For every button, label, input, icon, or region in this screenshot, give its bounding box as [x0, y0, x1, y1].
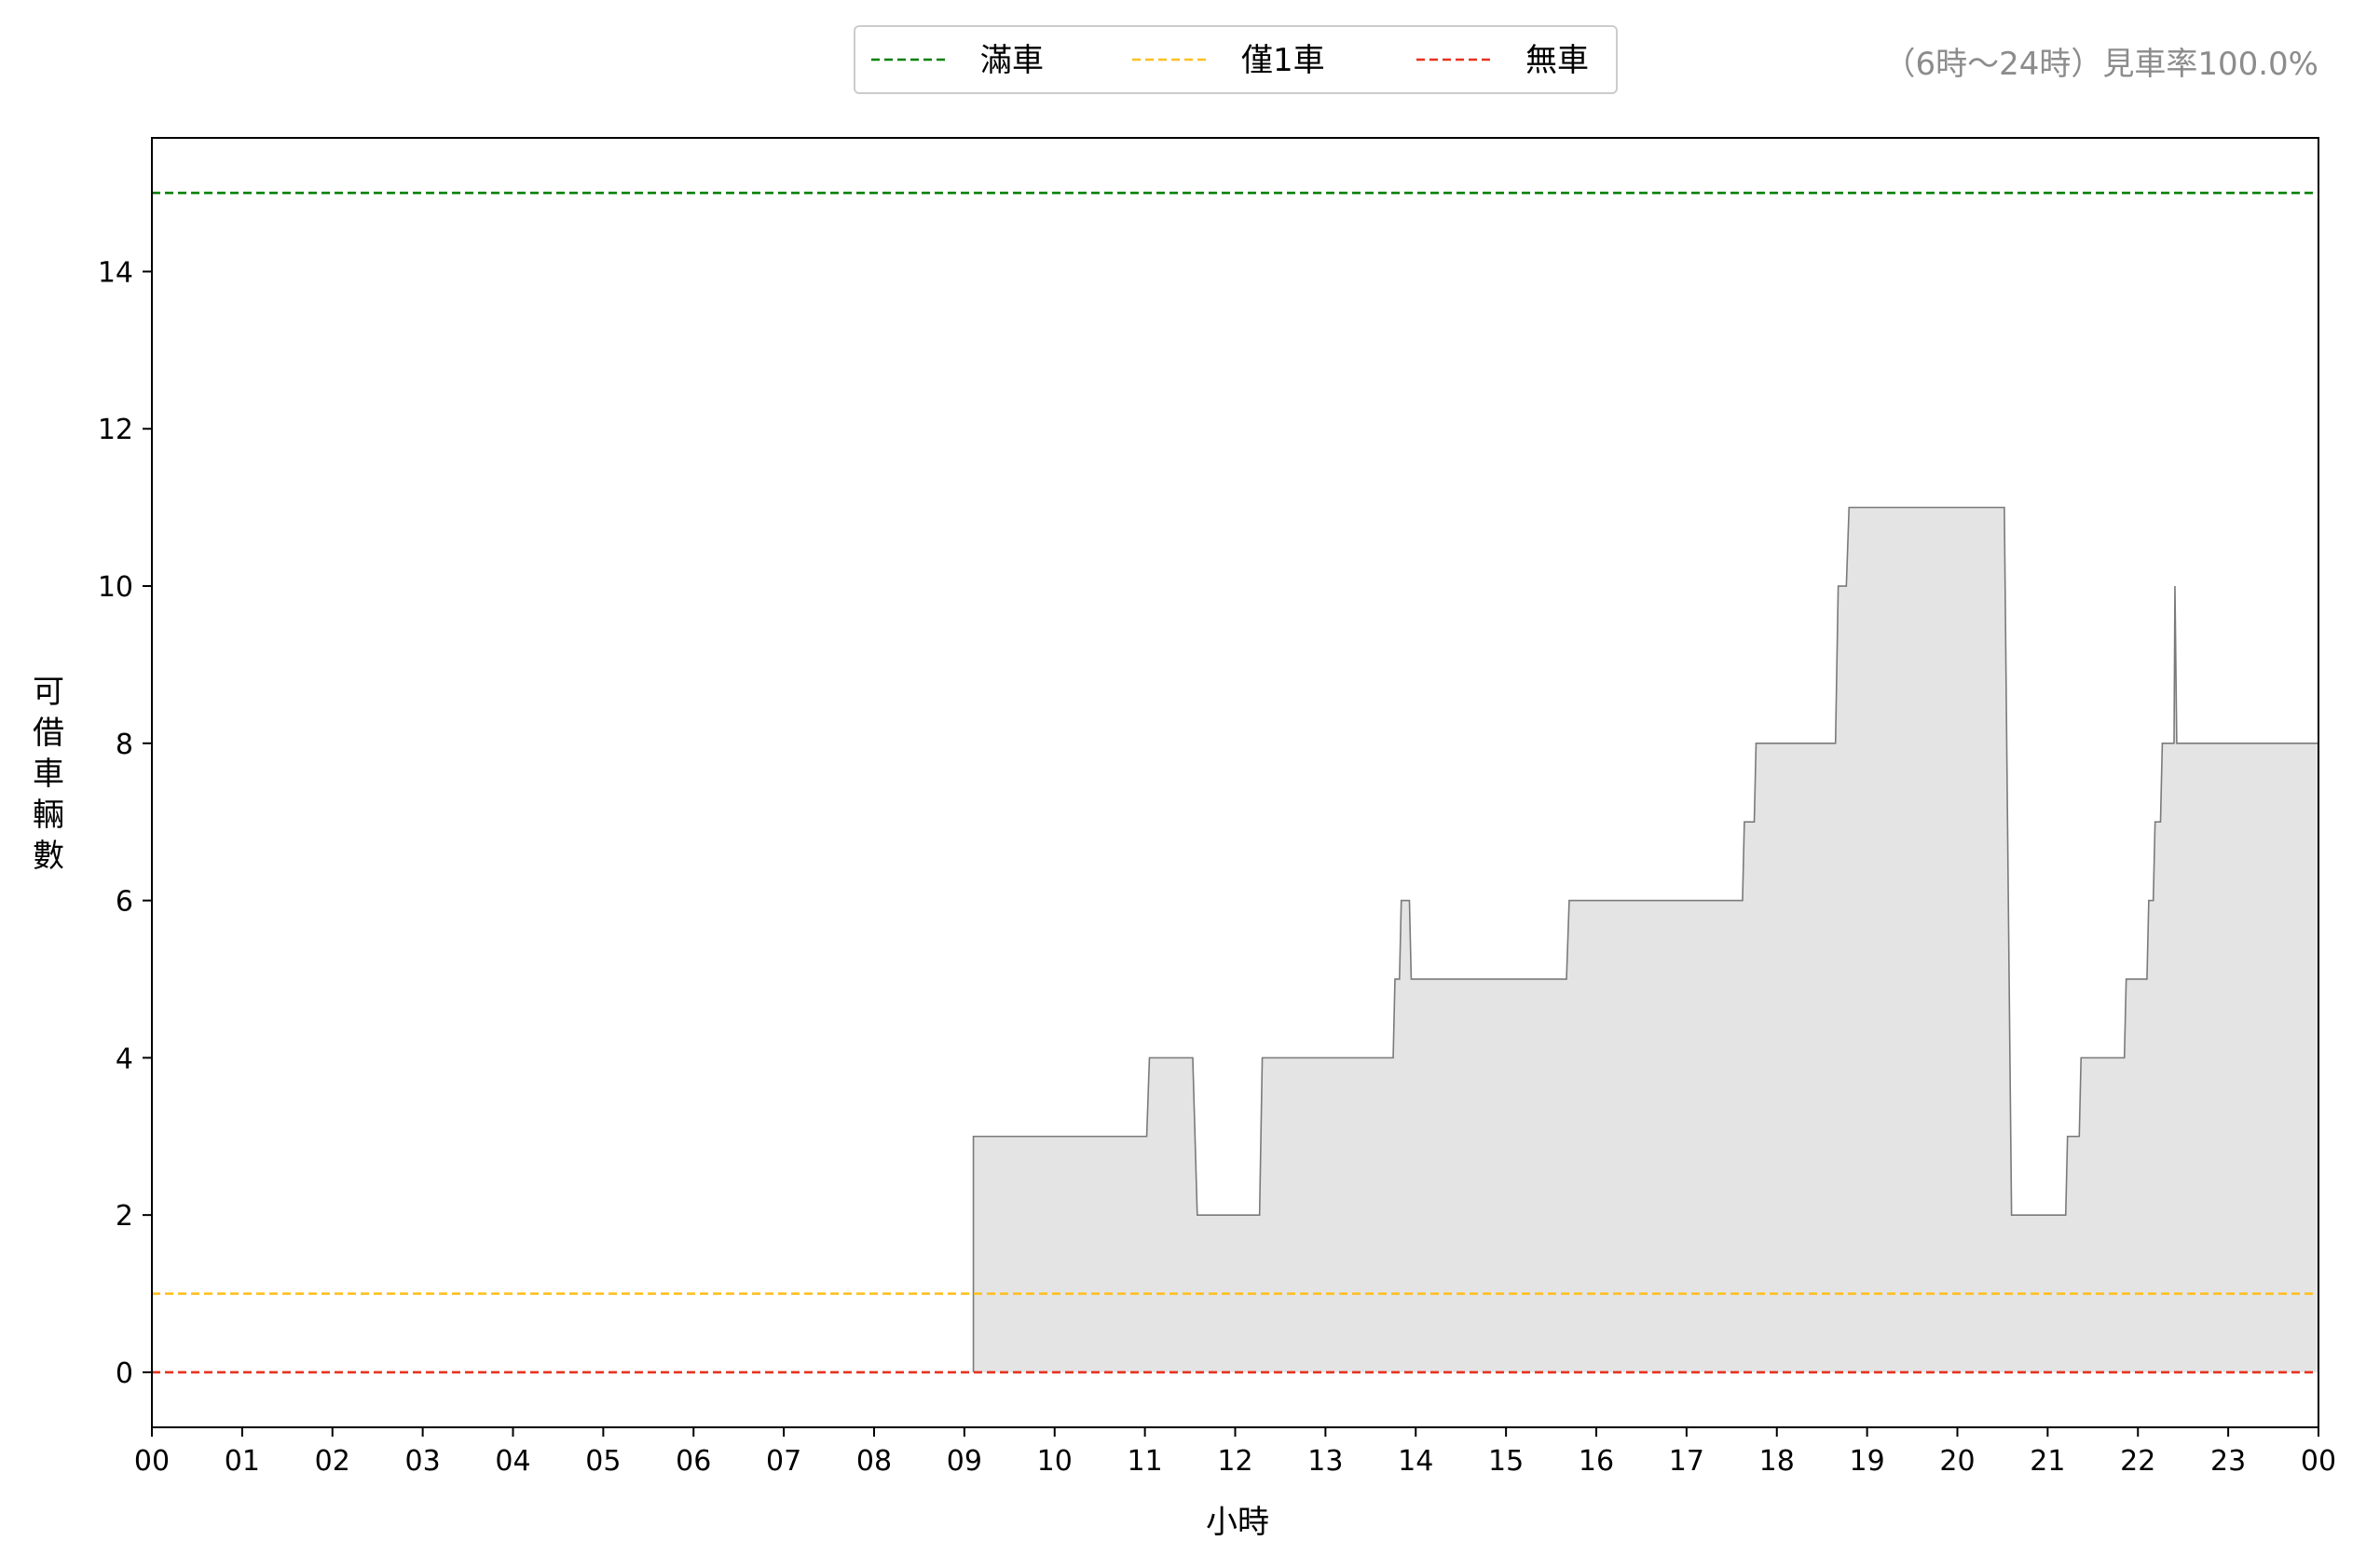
x-tick-label-20: 20: [1939, 1445, 1975, 1478]
x-tick-label-13: 13: [1307, 1445, 1343, 1478]
x-tick-label-5: 05: [585, 1445, 621, 1478]
y-tick-label-0: 0: [116, 1357, 133, 1390]
x-tick-label-11: 11: [1128, 1445, 1163, 1478]
legend-label-2: 無車: [1525, 42, 1589, 79]
x-axis-label: 小時: [1206, 1504, 1269, 1541]
y-axis-label-char-1: 借: [33, 715, 64, 752]
x-tick-label-21: 21: [2030, 1445, 2065, 1478]
x-tick-label-19: 19: [1850, 1445, 1885, 1478]
plot-area: [152, 191, 2318, 1374]
x-tick-label-14: 14: [1398, 1445, 1433, 1478]
y-axis-label-char-4: 數: [33, 838, 64, 875]
y-tick-label-7: 14: [98, 256, 133, 289]
coverage-annotation: （6時～24時）見車率100.0%: [1883, 46, 2318, 83]
y-tick-label-2: 4: [116, 1043, 133, 1075]
x-tick-label-23: 23: [2210, 1445, 2246, 1478]
legend-label-0: 滿車: [980, 42, 1044, 79]
x-tick-label-9: 09: [947, 1445, 982, 1478]
x-tick-label-4: 04: [495, 1445, 530, 1478]
x-tick-label-2: 02: [315, 1445, 350, 1478]
x-tick-label-24: 00: [2301, 1445, 2336, 1478]
y-axis-label-char-0: 可: [33, 674, 64, 711]
legend: 滿車 僅1車 無車: [854, 25, 1618, 94]
y-axis-label-char-2: 車: [33, 756, 64, 793]
x-tick-label-3: 03: [405, 1445, 441, 1478]
x-tick-label-17: 17: [1669, 1445, 1704, 1478]
y-tick-label-4: 8: [116, 729, 133, 761]
y-axis-label-char-3: 輛: [33, 797, 64, 834]
x-tick-label-16: 16: [1579, 1445, 1614, 1478]
x-tick-label-15: 15: [1488, 1445, 1524, 1478]
y-tick-label-1: 2: [116, 1200, 133, 1233]
availability-line-0: [972, 506, 2318, 1372]
y-tick-label-5: 10: [98, 571, 133, 604]
x-tick-label-12: 12: [1217, 1445, 1252, 1478]
axes: 00 01 02 03 04 05 06 07 08 09 10 11 12 13 14 15 16 17 18 19…: [98, 137, 2336, 1478]
x-tick-label-1: 01: [225, 1445, 260, 1478]
x-tick-label-22: 22: [2120, 1445, 2155, 1478]
x-tick-label-7: 07: [766, 1445, 801, 1478]
x-tick-label-8: 08: [856, 1445, 892, 1478]
x-tick-label-10: 10: [1037, 1445, 1073, 1478]
y-tick-label-3: 6: [116, 886, 133, 919]
legend-box: [854, 25, 1618, 94]
availability-area-0: [973, 507, 2318, 1372]
legend-label-1: 僅1車: [1241, 42, 1325, 79]
x-tick-label-6: 06: [676, 1445, 711, 1478]
x-tick-label-18: 18: [1759, 1445, 1795, 1478]
x-tick-label-0: 00: [134, 1445, 170, 1478]
y-tick-label-6: 12: [98, 414, 133, 446]
